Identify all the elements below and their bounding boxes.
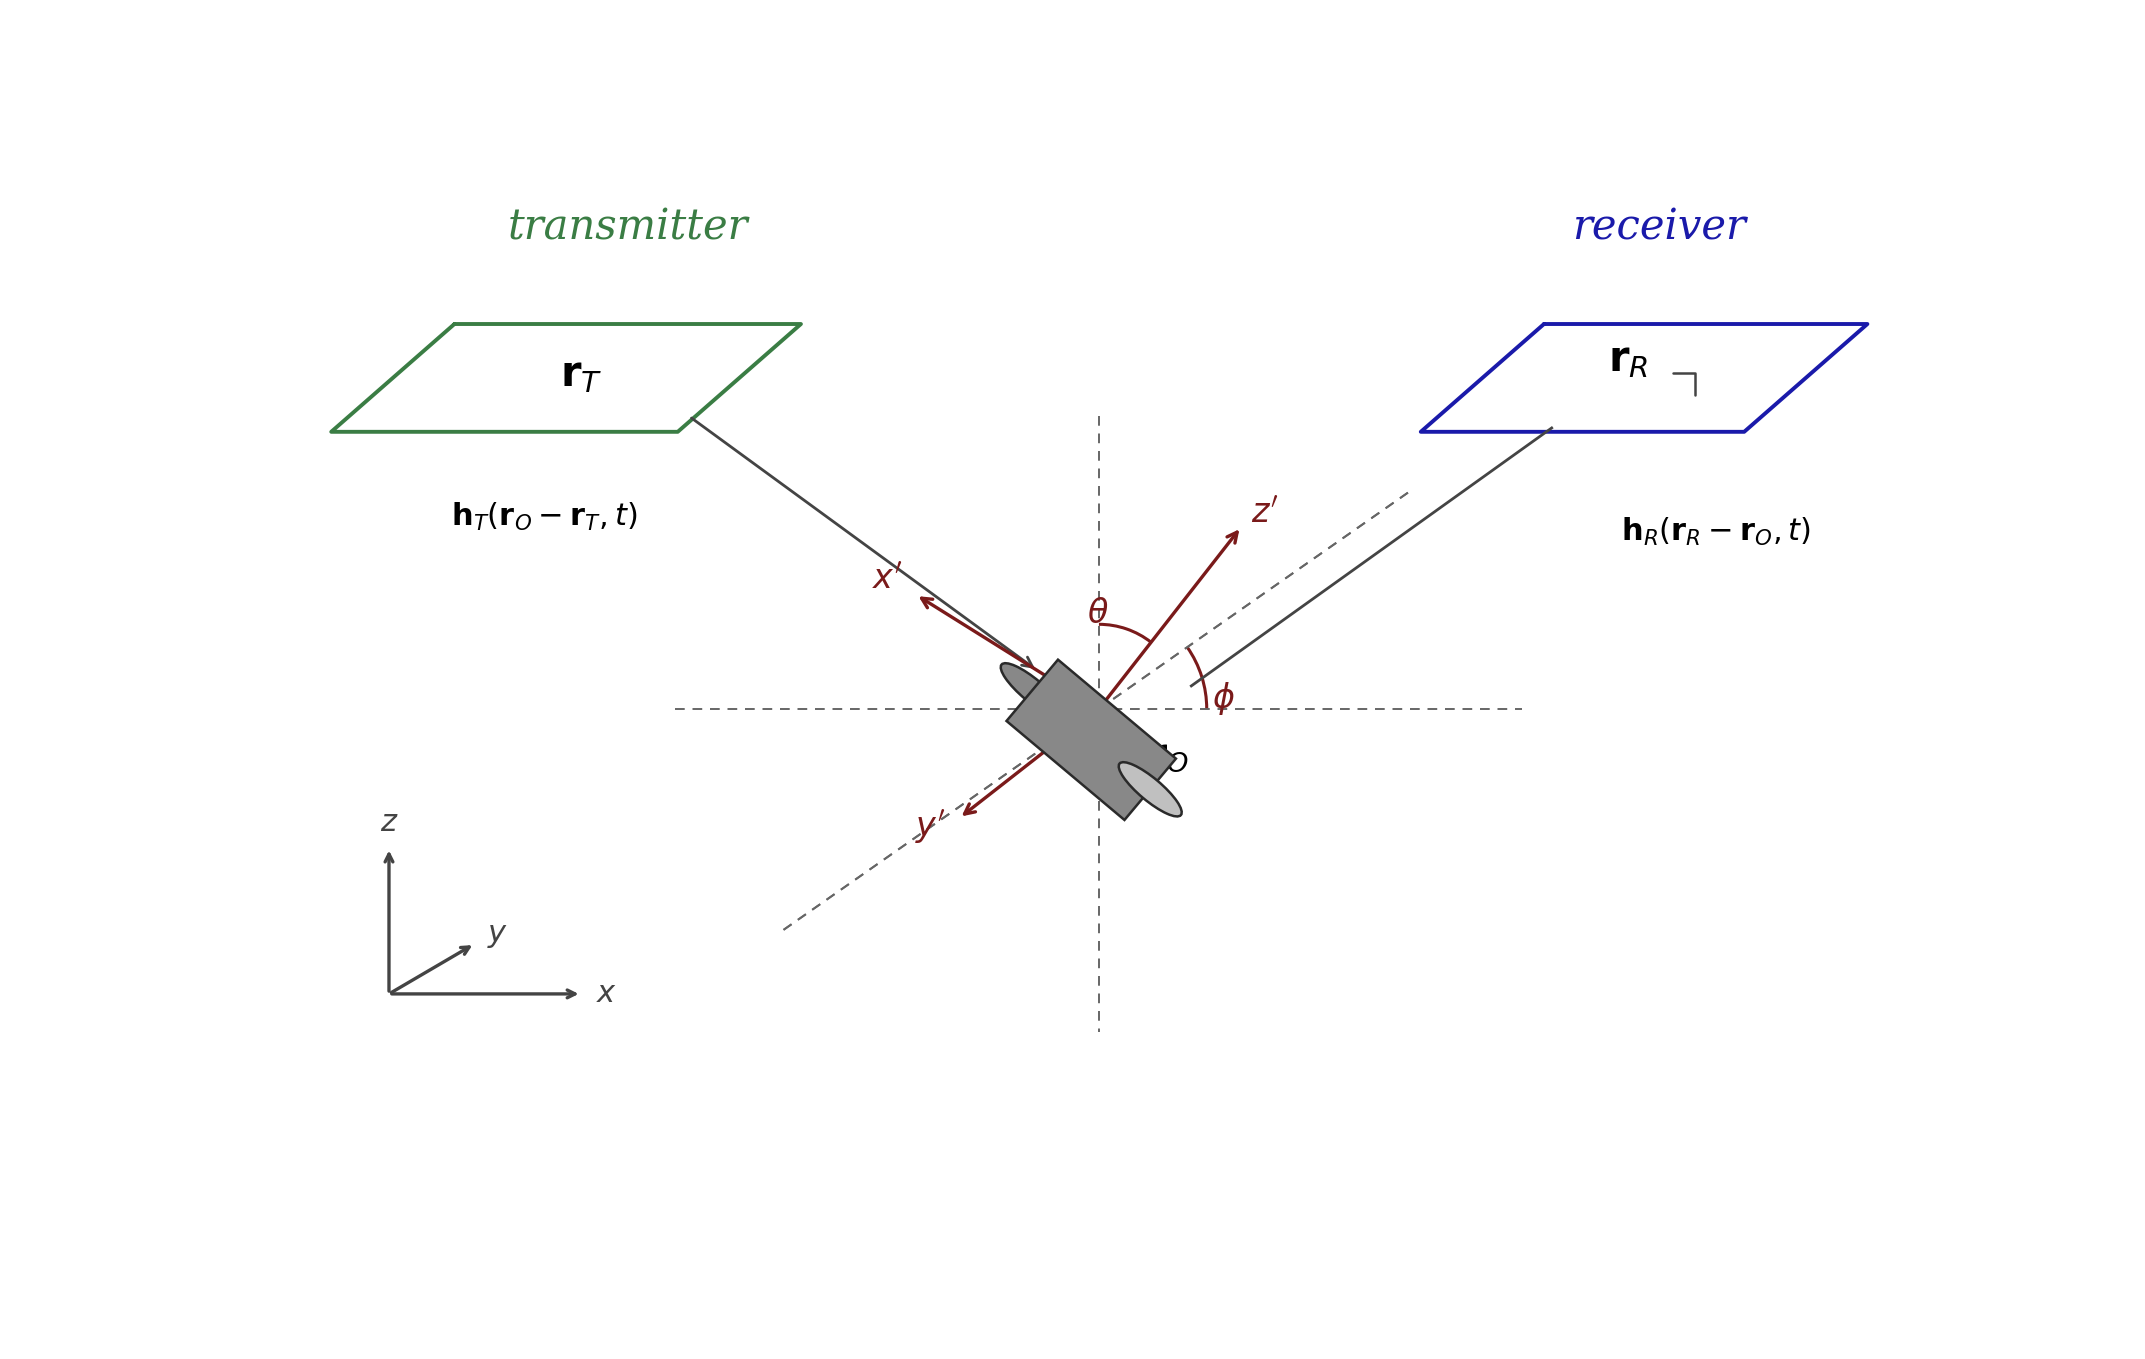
- Ellipse shape: [1002, 663, 1064, 718]
- Text: $\mathbf{h}_R(\mathbf{r}_R - \mathbf{r}_O, t)$: $\mathbf{h}_R(\mathbf{r}_R - \mathbf{r}_…: [1622, 516, 1810, 548]
- Ellipse shape: [1120, 762, 1182, 817]
- Text: $\mathbf{r}_T$: $\mathbf{r}_T$: [560, 353, 603, 395]
- Text: $x'$: $x'$: [871, 564, 901, 595]
- Text: $\mathbf{r}_R$: $\mathbf{r}_R$: [1609, 337, 1650, 379]
- Text: $\mathbf{r}_O$: $\mathbf{r}_O$: [1148, 737, 1188, 775]
- Text: $z'$: $z'$: [1251, 497, 1278, 529]
- Text: receiver: receiver: [1572, 207, 1746, 249]
- Text: transmitter: transmitter: [508, 207, 749, 249]
- Polygon shape: [1006, 659, 1175, 819]
- Text: $\phi$: $\phi$: [1212, 681, 1236, 718]
- Text: $z$: $z$: [380, 807, 399, 839]
- Text: $\theta$: $\theta$: [1088, 598, 1109, 631]
- Text: $y'$: $y'$: [916, 809, 946, 847]
- Text: $y$: $y$: [487, 919, 508, 950]
- Text: $x$: $x$: [596, 978, 616, 1010]
- Text: $\mathbf{h}_T(\mathbf{r}_O - \mathbf{r}_T, t)$: $\mathbf{h}_T(\mathbf{r}_O - \mathbf{r}_…: [450, 500, 637, 533]
